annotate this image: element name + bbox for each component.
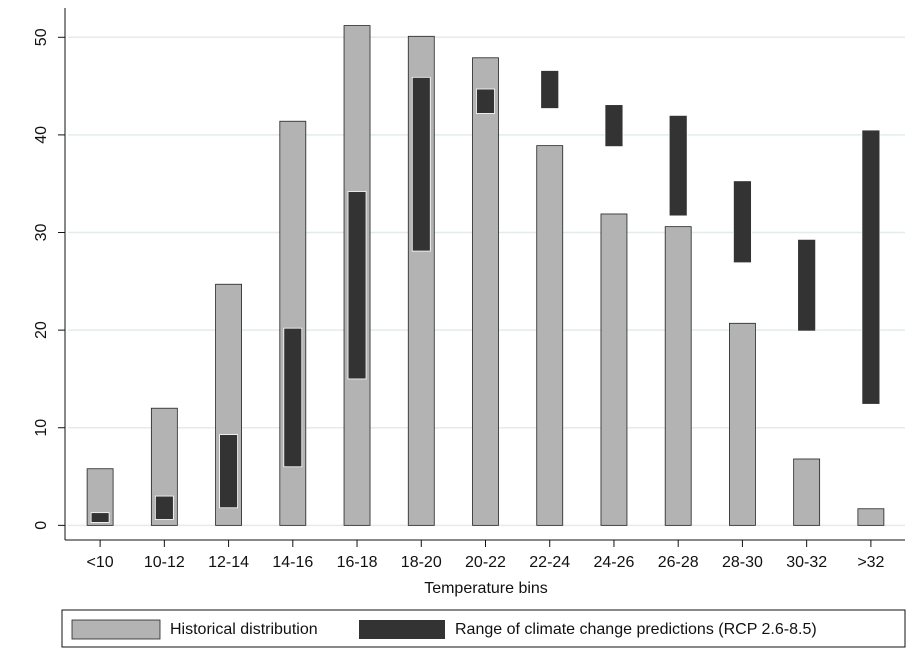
x-tick-label: 28-30: [722, 554, 763, 571]
range-bar: [283, 327, 303, 468]
range-bar: [733, 180, 752, 264]
bar: [793, 458, 821, 526]
range-bar: [668, 114, 688, 217]
x-tick-label: <10: [87, 554, 114, 571]
x-tick-label: 22-24: [529, 554, 570, 571]
range-bar: [540, 70, 560, 109]
range-bar: [604, 104, 624, 148]
x-tick-label: 24-26: [594, 554, 635, 571]
x-tick-label: 14-16: [272, 554, 313, 571]
legend-box: [61, 609, 906, 648]
range-bar: [90, 512, 110, 523]
y-tick-label: 10: [33, 419, 50, 437]
x-tick-label: 20-22: [465, 554, 506, 571]
bar: [729, 322, 756, 526]
range-bar: [154, 495, 174, 520]
bar: [600, 213, 628, 526]
bar: [472, 57, 499, 526]
x-tick-label: 30-32: [786, 554, 827, 571]
bar: [536, 145, 564, 526]
range-bar: [219, 434, 238, 509]
x-tick-label: 26-28: [658, 554, 699, 571]
range-bar: [797, 238, 817, 332]
x-tick-label: >32: [857, 554, 884, 571]
x-tick-label: 10-12: [144, 554, 185, 571]
y-tick-label: 50: [33, 28, 50, 46]
legend-label: Historical distribution: [170, 621, 318, 638]
x-tick-label: 18-20: [401, 554, 442, 571]
y-tick-label: 30: [33, 224, 50, 242]
range-bar: [411, 76, 431, 252]
y-tick-label: 40: [33, 126, 50, 144]
y-tick-label: 20: [33, 321, 50, 339]
y-tick-label: 0: [33, 521, 50, 530]
legend-swatch: [71, 619, 161, 640]
x-tick-label: 12-14: [208, 554, 249, 571]
range-bar: [476, 88, 495, 114]
legend-swatch: [359, 620, 445, 639]
bar: [664, 226, 692, 526]
bar: [857, 508, 885, 526]
x-tick-label: 16-18: [337, 554, 378, 571]
range-bar: [347, 191, 367, 380]
legend-label: Range of climate change predictions (RCP…: [455, 621, 817, 638]
range-bar: [861, 129, 881, 405]
x-axis-label: Temperature bins: [424, 580, 548, 597]
